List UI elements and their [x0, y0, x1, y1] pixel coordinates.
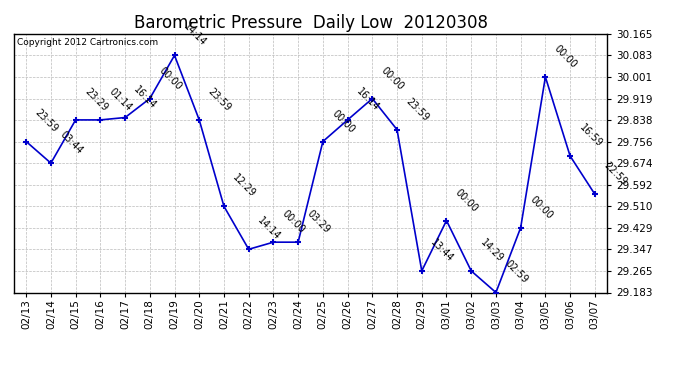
Text: 14:14: 14:14	[181, 22, 208, 48]
Text: 12:29: 12:29	[231, 172, 258, 200]
Text: 23:29: 23:29	[83, 86, 110, 113]
Text: Copyright 2012 Cartronics.com: Copyright 2012 Cartronics.com	[17, 38, 158, 46]
Text: 00:00: 00:00	[380, 65, 406, 92]
Text: 02:59: 02:59	[503, 259, 530, 285]
Text: 14:14: 14:14	[255, 216, 282, 242]
Text: 23:59: 23:59	[33, 108, 60, 135]
Text: 03:44: 03:44	[58, 129, 85, 156]
Text: 00:00: 00:00	[453, 187, 480, 214]
Text: 22:59: 22:59	[602, 160, 629, 187]
Title: Barometric Pressure  Daily Low  20120308: Barometric Pressure Daily Low 20120308	[133, 14, 488, 32]
Text: 14:29: 14:29	[478, 237, 505, 264]
Text: 00:00: 00:00	[330, 108, 357, 135]
Text: 01:14: 01:14	[107, 86, 134, 113]
Text: 16:14: 16:14	[355, 86, 382, 113]
Text: 23:59: 23:59	[206, 86, 233, 113]
Text: 00:00: 00:00	[528, 194, 554, 221]
Text: 00:00: 00:00	[280, 209, 307, 235]
Text: 13:44: 13:44	[428, 237, 455, 264]
Text: 23:59: 23:59	[404, 96, 431, 123]
Text: 00:00: 00:00	[157, 65, 184, 92]
Text: 03:29: 03:29	[305, 209, 332, 235]
Text: 16:59: 16:59	[577, 122, 604, 149]
Text: 16:14: 16:14	[132, 84, 159, 111]
Text: 00:00: 00:00	[552, 44, 579, 70]
